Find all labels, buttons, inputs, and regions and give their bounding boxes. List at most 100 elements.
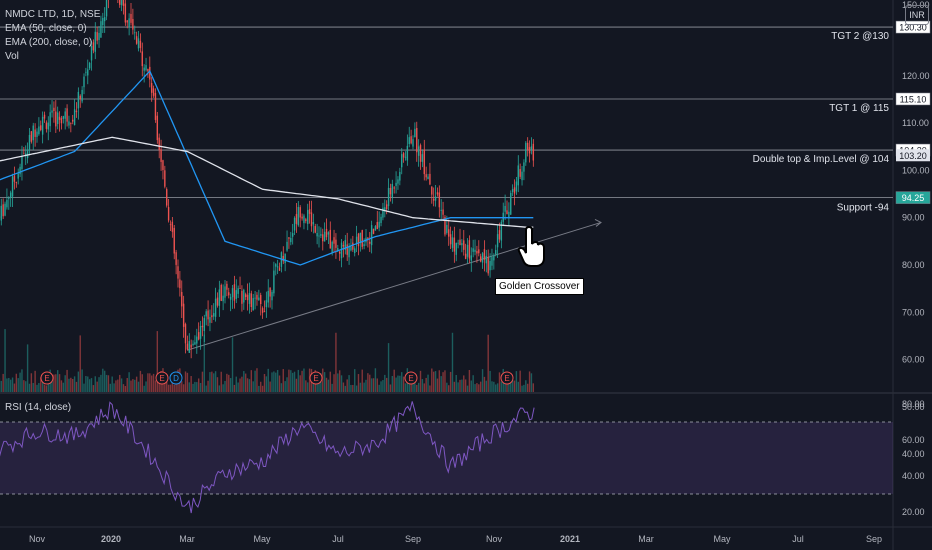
volume-bar bbox=[457, 382, 459, 392]
candle-body bbox=[26, 149, 29, 159]
candle-body bbox=[470, 255, 472, 261]
volume-bar bbox=[87, 376, 89, 392]
candle-body bbox=[291, 233, 294, 237]
candle-body bbox=[162, 160, 164, 171]
volume-bar bbox=[487, 334, 489, 392]
chart-legend: NMDC LTD, 1D, NSE EMA (50, close, 0) EMA… bbox=[5, 8, 100, 64]
level-label: TGT 2 @130 bbox=[831, 31, 889, 42]
volume-bar bbox=[102, 368, 104, 392]
candle-body bbox=[530, 146, 533, 151]
candle-body bbox=[521, 171, 523, 181]
candle-body bbox=[209, 317, 211, 323]
candle-body bbox=[483, 249, 486, 260]
volume-bar bbox=[436, 378, 439, 392]
candle-body bbox=[79, 95, 81, 100]
volume-bar bbox=[211, 371, 213, 392]
volume-bar bbox=[0, 380, 2, 392]
x-tick-label: Nov bbox=[486, 534, 503, 544]
volume-bar bbox=[6, 378, 8, 392]
candle-body bbox=[88, 62, 91, 69]
volume-bar bbox=[384, 374, 386, 392]
candle-body bbox=[145, 65, 147, 71]
volume-bar bbox=[515, 371, 518, 392]
candle-body bbox=[100, 21, 102, 38]
candle-body bbox=[308, 209, 311, 214]
volume-bar bbox=[265, 376, 268, 392]
candle-body bbox=[0, 205, 2, 221]
volume-bar bbox=[506, 380, 508, 392]
volume-bar bbox=[21, 369, 23, 392]
candle-body bbox=[295, 214, 298, 224]
candle-body bbox=[119, 0, 121, 5]
candle-body bbox=[310, 212, 313, 227]
volume-bar bbox=[128, 372, 130, 392]
volume-bar bbox=[286, 377, 288, 392]
candle-body bbox=[504, 205, 506, 212]
candle-body bbox=[43, 114, 46, 119]
volume-bar bbox=[239, 378, 241, 392]
candle-body bbox=[466, 244, 469, 257]
candle-body bbox=[423, 149, 425, 175]
volume-bar bbox=[350, 384, 352, 392]
y-tick-label: 100.00 bbox=[902, 165, 930, 175]
candle-body bbox=[510, 192, 512, 215]
candle-body bbox=[260, 295, 262, 305]
candle-body bbox=[261, 308, 264, 313]
candle-body bbox=[32, 125, 34, 141]
volume-bar bbox=[56, 370, 59, 392]
candle-body bbox=[427, 176, 429, 180]
candle-body bbox=[256, 294, 258, 300]
candle-body bbox=[271, 291, 273, 301]
volume-bar bbox=[414, 383, 416, 392]
candle-body bbox=[367, 237, 369, 240]
candle-body bbox=[282, 255, 284, 262]
candle-body bbox=[318, 235, 320, 237]
candle-body bbox=[62, 116, 65, 119]
candle-body bbox=[496, 234, 499, 248]
volume-bar bbox=[429, 385, 431, 392]
candle-body bbox=[87, 69, 89, 76]
candle-body bbox=[444, 216, 446, 235]
candle-body bbox=[237, 288, 239, 294]
volume-bar bbox=[94, 376, 96, 392]
candle-body bbox=[92, 42, 95, 51]
candle-body bbox=[459, 239, 461, 245]
candle-body bbox=[335, 239, 337, 248]
candle-body bbox=[102, 17, 104, 26]
candle-body bbox=[231, 288, 234, 298]
volume-bar bbox=[495, 384, 497, 392]
candle-body bbox=[77, 91, 80, 109]
volume-bar bbox=[438, 370, 441, 392]
earnings-marker-label: E bbox=[159, 374, 164, 383]
volume-bar bbox=[325, 377, 328, 392]
x-tick-label: Mar bbox=[179, 534, 195, 544]
volume-bar bbox=[526, 383, 529, 392]
volume-bar bbox=[182, 384, 185, 392]
currency-button[interactable]: INR bbox=[905, 5, 929, 25]
candle-body bbox=[316, 232, 318, 237]
volume-bar bbox=[216, 377, 219, 392]
volume-bar bbox=[62, 382, 65, 392]
candle-body bbox=[6, 199, 8, 208]
volume-bar bbox=[237, 382, 239, 392]
candle-body bbox=[124, 3, 127, 23]
candle-body bbox=[269, 287, 271, 297]
candle-body bbox=[220, 285, 222, 301]
volume-bar bbox=[391, 375, 394, 392]
volume-bar bbox=[254, 370, 256, 392]
volume-bar bbox=[119, 374, 121, 392]
volume-bar bbox=[444, 370, 446, 392]
volume-bar bbox=[40, 377, 42, 392]
earnings-marker-label: E bbox=[408, 374, 413, 383]
volume-bar bbox=[70, 377, 72, 392]
candle-body bbox=[487, 257, 489, 274]
volume-bar bbox=[288, 369, 290, 392]
volume-bar bbox=[181, 381, 183, 392]
volume-bar bbox=[83, 383, 85, 392]
candle-body bbox=[436, 192, 439, 195]
candle-body bbox=[474, 249, 476, 252]
candle-body bbox=[47, 122, 49, 130]
candle-body bbox=[19, 166, 21, 175]
volume-bar bbox=[17, 378, 19, 392]
